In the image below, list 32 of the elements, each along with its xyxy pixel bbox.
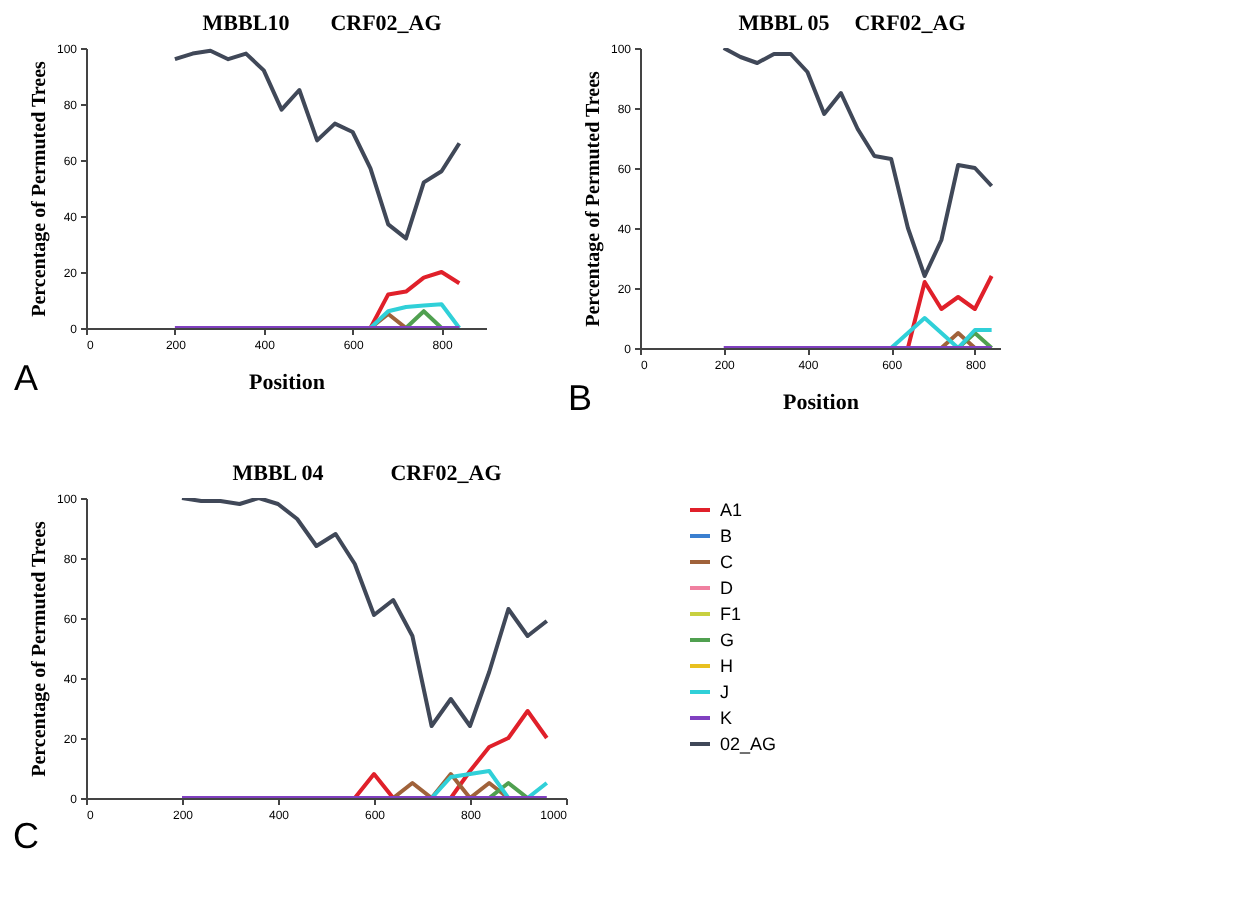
chart-title: MBBL 05 (738, 12, 831, 36)
text: CRF02_AG (330, 12, 443, 36)
legend-label: J (720, 682, 729, 702)
line-series (889, 316, 994, 348)
legend-label: A1 (720, 500, 743, 520)
legend-label: H (720, 656, 733, 676)
text: CRF02_AG (854, 12, 967, 36)
text: B (567, 378, 593, 418)
x-axis-title: Position (249, 371, 325, 395)
line-series (905, 274, 994, 348)
line-series (368, 302, 462, 328)
legend-label: 02_AG (720, 734, 777, 754)
legend-label: B (720, 526, 733, 546)
y-axis-title: Percentage of Permuted Trees (28, 60, 51, 317)
chart-title: MBBL10 (202, 12, 291, 36)
y-axis-title: Percentage of Permuted Trees (582, 70, 605, 327)
legend-label: G (720, 630, 735, 650)
x-axis-title: Position (783, 391, 859, 415)
line-series (368, 270, 462, 328)
legend-label: C (720, 552, 734, 572)
legend-label: F1 (720, 604, 742, 624)
chart-title: MBBL 04 (232, 462, 325, 486)
line-series (429, 769, 549, 798)
text: A (13, 358, 39, 398)
text: C (13, 816, 39, 856)
line-series (721, 48, 994, 278)
line-series (180, 498, 549, 728)
legend-label: K (720, 708, 733, 728)
legend-label: D (720, 578, 734, 598)
line-series (172, 48, 462, 241)
y-axis-title: Percentage of Permuted Trees (28, 520, 51, 777)
text: CRF02_AG (390, 462, 503, 486)
